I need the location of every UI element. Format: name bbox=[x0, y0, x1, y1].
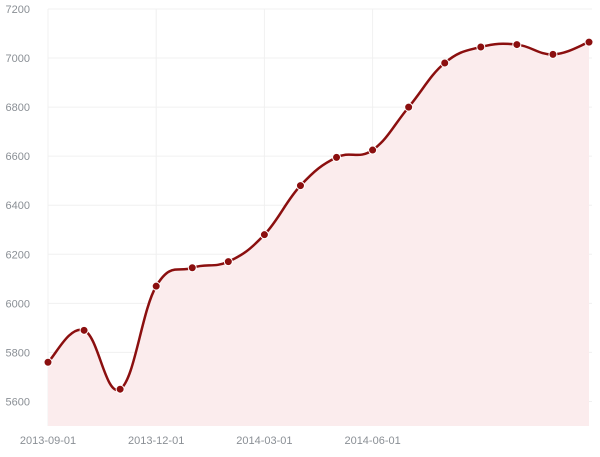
x-tick-label: 2013-12-01 bbox=[128, 435, 184, 447]
x-tick-label: 2013-09-01 bbox=[20, 435, 76, 447]
data-point bbox=[584, 37, 594, 47]
y-tick-label: 6600 bbox=[6, 151, 30, 163]
data-point bbox=[115, 384, 125, 394]
data-point bbox=[79, 325, 89, 335]
data-point bbox=[404, 102, 414, 112]
y-tick-label: 6400 bbox=[6, 200, 30, 212]
data-point bbox=[259, 230, 269, 240]
series-line bbox=[47, 40, 590, 392]
series-area-fill bbox=[48, 42, 589, 426]
data-point bbox=[548, 49, 558, 59]
x-axis-ticks: 2013-09-01 2013-12-01 2014-03-01 2014-06… bbox=[20, 435, 401, 447]
y-tick-label: 6800 bbox=[6, 102, 30, 114]
data-point bbox=[43, 357, 53, 367]
y-axis-ticks: 5600 5800 6000 6200 6400 6600 6800 7000 … bbox=[6, 4, 30, 408]
y-tick-label: 5800 bbox=[6, 347, 30, 359]
y-tick-label: 7000 bbox=[6, 53, 30, 65]
data-points bbox=[43, 37, 594, 394]
data-point bbox=[368, 145, 378, 155]
data-point bbox=[476, 42, 486, 52]
x-tick-label: 2014-06-01 bbox=[344, 435, 400, 447]
data-point bbox=[187, 263, 197, 273]
y-tick-label: 6200 bbox=[6, 249, 30, 261]
y-tick-label: 7200 bbox=[6, 4, 30, 16]
data-point bbox=[295, 181, 305, 191]
y-tick-label: 6000 bbox=[6, 298, 30, 310]
x-tick-label: 2014-03-01 bbox=[236, 435, 292, 447]
y-tick-label: 5600 bbox=[6, 396, 30, 408]
data-point bbox=[332, 152, 342, 162]
data-point bbox=[440, 58, 450, 68]
data-point bbox=[151, 281, 161, 291]
data-point bbox=[223, 257, 233, 267]
data-point bbox=[512, 40, 522, 50]
